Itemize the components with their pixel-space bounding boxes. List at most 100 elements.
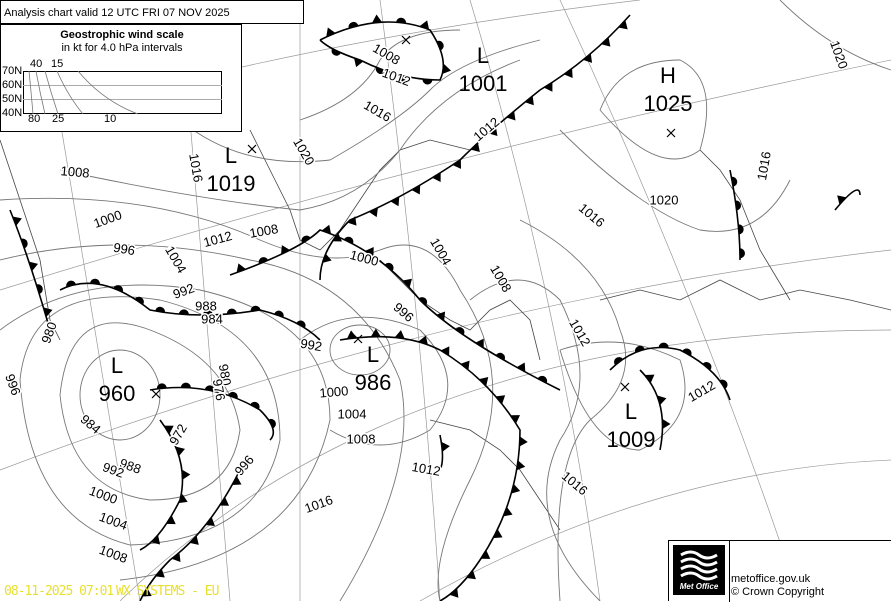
warm-front-semicircle-icon xyxy=(296,320,306,329)
isobar-label: 1008 xyxy=(97,542,129,566)
copyright: © Crown Copyright xyxy=(731,586,825,598)
warm-front-semicircle-icon xyxy=(384,262,394,272)
warm-front-semicircle-icon xyxy=(156,383,167,389)
cold-front-triangle-icon xyxy=(618,20,628,30)
warm-front-semicircle-icon xyxy=(343,236,354,245)
occluded-front xyxy=(9,209,51,331)
isobar xyxy=(329,324,391,376)
cold-front-triangle-icon xyxy=(645,374,655,384)
warm-front-semicircle-icon xyxy=(375,67,386,74)
cold-front-triangle-icon xyxy=(436,311,446,321)
cold-front-triangle-icon xyxy=(155,568,165,578)
cold-front-triangle-icon xyxy=(524,95,534,106)
isobar-label: 1004 xyxy=(162,243,189,276)
occluded-front xyxy=(319,21,445,81)
chart-title: Analysis chart valid 12 UTC FRI 07 NOV 2… xyxy=(0,0,304,24)
isobar xyxy=(19,296,281,546)
warm-front-semicircle-icon xyxy=(735,200,742,211)
isobar-label: 1000 xyxy=(91,207,123,231)
central-pressure: 1019 xyxy=(207,171,256,196)
low-pressure-marker: L xyxy=(477,43,489,68)
website-link[interactable]: metoffice.gov.uk xyxy=(731,573,811,585)
center-cross-icon xyxy=(401,35,411,45)
warm-front-semicircle-icon xyxy=(614,357,624,365)
warm-front-semicircle-icon xyxy=(228,391,238,399)
central-pressure: 1001 xyxy=(459,71,508,96)
warm-front-semicircle-icon xyxy=(134,296,144,305)
wind-scale-tick: 25 xyxy=(52,113,65,125)
cold-front-triangle-icon xyxy=(452,159,462,169)
isobar-label: 1000 xyxy=(319,383,349,400)
latitude-label: 70N xyxy=(2,65,23,77)
isobar-label: 1008 xyxy=(347,431,376,446)
cold-front-triangle-icon xyxy=(281,245,290,255)
isobar xyxy=(779,0,891,71)
isobar-label: 1008 xyxy=(370,40,403,67)
isobar-label: 984 xyxy=(201,311,223,326)
cold-front xyxy=(439,434,444,471)
warm-front-semicircle-icon xyxy=(250,305,261,311)
warm-front-semicircle-icon xyxy=(702,362,712,371)
wind-scale-tick: 15 xyxy=(51,58,64,70)
isobar-label: 992 xyxy=(171,280,197,302)
isobar-label: 980 xyxy=(38,320,60,346)
wind-scale-tick: 10 xyxy=(104,113,117,125)
divider xyxy=(729,541,730,602)
isobar xyxy=(299,29,461,121)
coastlines xyxy=(0,129,891,531)
cold-front-triangle-icon xyxy=(418,335,428,345)
cold-front-triangle-icon xyxy=(219,497,230,506)
cold-front-triangle-icon xyxy=(365,246,374,257)
warm-front-semicircle-icon xyxy=(226,308,237,315)
wind-scale-graph xyxy=(23,71,222,115)
isobar xyxy=(0,244,405,601)
cold-front-triangle-icon xyxy=(326,27,336,37)
cold-front-triangle-icon xyxy=(150,535,161,545)
cold-front-triangle-icon xyxy=(837,195,847,205)
wind-scale-title: Geostrophic wind scale xyxy=(60,29,184,41)
warm-front-semicircle-icon xyxy=(89,278,100,285)
warm-front-semicircle-icon xyxy=(739,248,745,259)
warm-front-semicircle-icon xyxy=(66,280,77,287)
cold-front-triangle-icon xyxy=(354,57,364,68)
isobar-label: 1016 xyxy=(576,200,608,230)
warm-front-semicircle-icon xyxy=(396,17,406,24)
latitude-label: 60N xyxy=(2,79,23,91)
cold-front-triangle-icon xyxy=(543,82,553,92)
cold-front-triangle-icon xyxy=(372,14,383,23)
warm-front xyxy=(729,169,741,261)
isobar-label: 1020 xyxy=(290,135,317,168)
cold-front-triangle-icon xyxy=(236,263,246,273)
isobar-label: 980 xyxy=(216,363,235,387)
cold-front-triangle-icon xyxy=(449,588,459,598)
warm-front-semicircle-icon xyxy=(348,21,359,29)
isobar-label: 1016 xyxy=(361,97,394,124)
weather-fronts xyxy=(9,14,861,601)
isobar-label: 972 xyxy=(166,421,190,447)
cold-front-triangle-icon xyxy=(563,68,573,78)
cold-front-triangle-icon xyxy=(493,529,503,539)
isobar-label: 1004 xyxy=(97,509,129,533)
cold-front-triangle-icon xyxy=(583,53,593,63)
low-pressure-marker: L xyxy=(225,143,237,168)
isobar-label: 1016 xyxy=(754,150,774,181)
warm-front-semicircle-icon xyxy=(495,352,505,361)
cold-front-triangle-icon xyxy=(43,307,53,317)
center-cross-icon xyxy=(620,382,630,392)
geostrophic-wind-scale: Geostrophic wind scale in kt for 4.0 hPa… xyxy=(0,24,242,132)
isobar-label: 1012 xyxy=(202,228,234,250)
cold-front-triangle-icon xyxy=(368,207,378,218)
cold-front-triangle-icon xyxy=(475,338,484,349)
low-pressure-marker: L xyxy=(625,399,637,424)
isobar-label: 1020 xyxy=(650,192,679,207)
cold-front-triangle-icon xyxy=(466,570,476,580)
cold-front-triangle-icon xyxy=(178,494,188,504)
isobar-label: 1016 xyxy=(186,152,206,183)
isobar-label: 1008 xyxy=(248,221,279,241)
warm-front-semicircle-icon xyxy=(178,309,189,315)
isobar xyxy=(559,341,686,451)
issue-timestamp: 08-11-2025 07:01 xyxy=(4,584,114,599)
isobar-label: 1008 xyxy=(487,262,514,295)
isobar xyxy=(59,59,521,211)
